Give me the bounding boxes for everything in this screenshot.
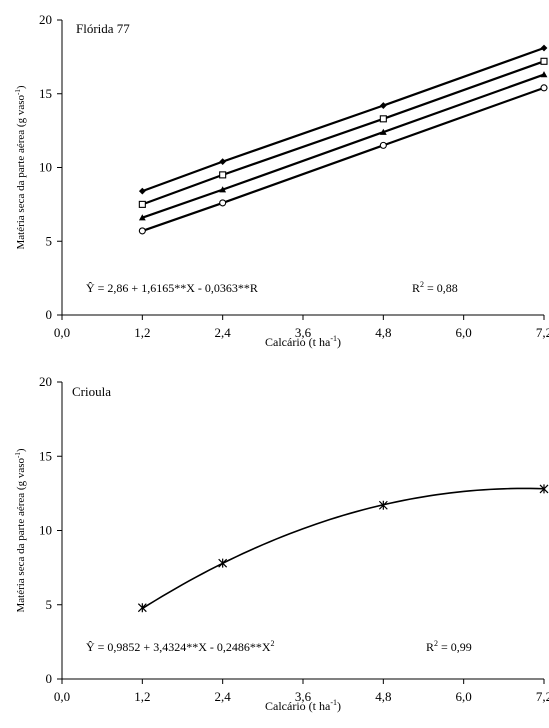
data-point-diamond xyxy=(540,44,548,52)
y-axis-label-text: Matéria seca da parte aérea (g vaso xyxy=(15,458,27,613)
y-axis-label: Matéria seca da parte aérea (g vaso-1) xyxy=(14,85,27,249)
x-tick-label: 6,0 xyxy=(456,325,472,340)
y-tick-label: 0 xyxy=(46,671,53,686)
x-tick-label: 7,2 xyxy=(536,325,549,340)
y-tick-label: 10 xyxy=(39,160,52,175)
y-tick-label: 20 xyxy=(39,12,52,27)
r-squared-sup: 2 xyxy=(434,639,438,648)
y-axis-label-end: ) xyxy=(15,85,27,89)
x-axis-label: Calcário (t ha-1) xyxy=(265,698,341,713)
panel-title: Crioula xyxy=(72,384,111,399)
y-tick-label: 5 xyxy=(46,597,53,612)
data-point-circle xyxy=(540,84,548,92)
regression-equation-sup: 2 xyxy=(271,639,275,648)
y-tick-label: 15 xyxy=(39,86,52,101)
x-axis-label-text: Calcário (t ha xyxy=(265,335,331,349)
r-squared-label: R xyxy=(426,640,434,654)
regression-equation: Ŷ = 2,86 + 1,6165**X - 0,0363**R xyxy=(86,281,258,295)
chart-florida-77: 0 5 10 15 20 0,0 1,2 2,4 3,6 4,8 6,0 7,2 Calcário (t… xyxy=(14,12,549,349)
x-axis-label-text: Calcário (t ha xyxy=(265,699,331,713)
data-point-asterisk xyxy=(539,484,549,494)
r-squared-value: = 0,99 xyxy=(438,640,472,654)
panel-title: Flórida 77 xyxy=(76,21,130,36)
data-point-asterisk xyxy=(137,603,147,613)
data-point-diamond xyxy=(138,187,146,195)
y-tick-label: 20 xyxy=(39,374,52,389)
data-point-square xyxy=(540,57,548,65)
x-tick-label: 2,4 xyxy=(215,689,232,704)
data-point-square xyxy=(379,115,387,123)
data-point-asterisk xyxy=(218,558,228,568)
r-squared: R2 = 0,99 xyxy=(426,639,472,654)
x-tick-label: 1,2 xyxy=(134,325,150,340)
data-point-circle xyxy=(138,227,146,235)
regression-equation: Ŷ = 0,9852 + 3,4324**X - 0,2486**X2 xyxy=(86,639,275,654)
series-line xyxy=(141,86,545,232)
r-squared: R2 = 0,88 xyxy=(412,280,458,295)
x-tick-label: 6,0 xyxy=(456,689,472,704)
chart-crioula: 0 5 10 15 20 0,0 1,2 2,4 3,6 4,8 6,0 7,2 Calcário (t… xyxy=(14,374,549,713)
data-point-triangle xyxy=(379,128,387,135)
x-axis-label-sup: -1 xyxy=(330,334,337,343)
x-axis-label-end: ) xyxy=(337,335,341,349)
y-axis-label-sup: -1 xyxy=(14,89,22,95)
x-tick-label: 3,6 xyxy=(295,689,312,704)
x-axis-label-end: ) xyxy=(337,699,341,713)
series-line xyxy=(141,60,545,206)
data-point-circle xyxy=(379,141,387,149)
data-point-circle xyxy=(219,199,227,207)
series-line xyxy=(141,46,545,193)
regression-equation-text: Ŷ = 2,86 + 1,6165**X - 0,0363**R xyxy=(86,281,258,295)
r-squared-label: R xyxy=(412,281,420,295)
x-axis-label: Calcário (t ha-1) xyxy=(265,334,341,349)
x-tick-label: 1,2 xyxy=(134,689,150,704)
y-tick-label: 5 xyxy=(46,233,53,248)
series-line xyxy=(141,73,545,219)
data-point-square xyxy=(138,200,146,208)
data-point-triangle xyxy=(138,214,146,221)
x-axis-label-sup: -1 xyxy=(330,698,337,707)
data-point-diamond xyxy=(219,158,227,165)
data-point-asterisk xyxy=(378,500,388,510)
data-point-triangle xyxy=(219,186,227,193)
x-tick-label: 2,4 xyxy=(215,325,232,340)
y-tick-label: 0 xyxy=(46,307,53,322)
y-axis-label: Matéria seca da parte aérea (g vaso-1) xyxy=(14,448,27,612)
x-tick-label: 0,0 xyxy=(54,325,70,340)
y-tick-label: 10 xyxy=(39,523,52,538)
data-point-triangle xyxy=(540,71,548,78)
r-squared-sup: 2 xyxy=(420,280,424,289)
x-tick-label: 3,6 xyxy=(295,325,312,340)
y-axis-label-end: ) xyxy=(15,448,27,452)
y-axis-label-sup: -1 xyxy=(14,452,22,458)
x-tick-label: 4,8 xyxy=(375,325,391,340)
x-tick-label: 7,2 xyxy=(536,689,549,704)
y-tick-label: 15 xyxy=(39,448,52,463)
regression-equation-text: Ŷ = 0,9852 + 3,4324**X - 0,2486**X xyxy=(86,640,271,654)
y-axis-label-text: Matéria seca da parte aérea (g vaso xyxy=(15,95,27,250)
x-tick-label: 0,0 xyxy=(54,689,70,704)
x-tick-label: 4,8 xyxy=(375,689,391,704)
data-point-square xyxy=(219,171,227,179)
fitted-curve xyxy=(141,487,545,610)
data-point-diamond xyxy=(379,102,387,109)
r-squared-value: = 0,88 xyxy=(424,281,458,295)
